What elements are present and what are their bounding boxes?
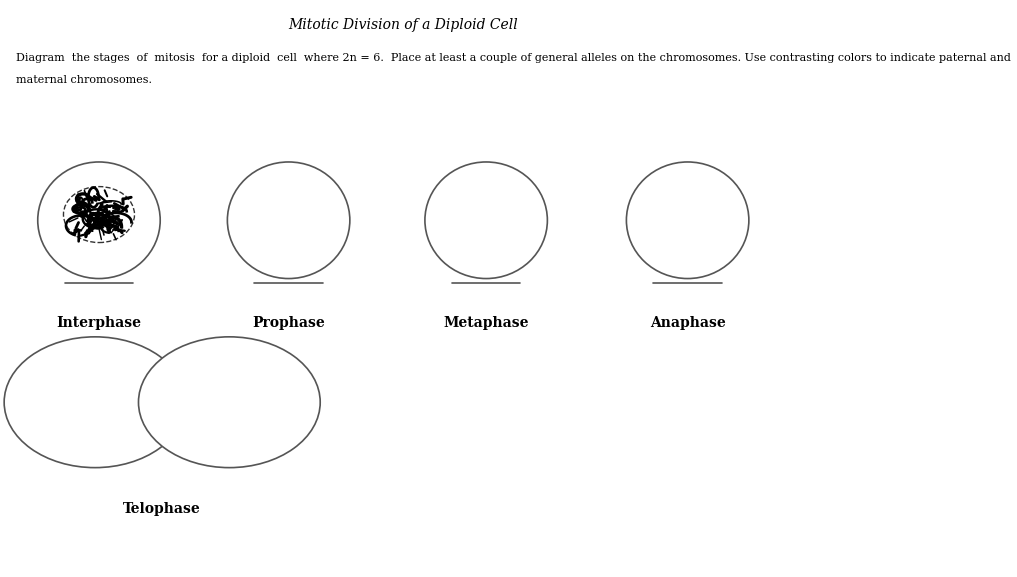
Text: Telophase: Telophase (123, 502, 201, 516)
Text: Prophase: Prophase (252, 316, 325, 329)
Circle shape (138, 337, 320, 467)
Text: Diagram  the stages  of  mitosis  for a diploid  cell  where 2n = 6.  Place at l: Diagram the stages of mitosis for a dipl… (16, 53, 1011, 62)
Text: Mitotic Division of a Diploid Cell: Mitotic Division of a Diploid Cell (288, 18, 518, 32)
Text: maternal chromosomes.: maternal chromosomes. (16, 75, 152, 85)
Circle shape (4, 337, 186, 467)
Text: Anaphase: Anaphase (650, 316, 725, 329)
Text: Metaphase: Metaphase (443, 316, 529, 329)
Text: Interphase: Interphase (57, 316, 141, 329)
